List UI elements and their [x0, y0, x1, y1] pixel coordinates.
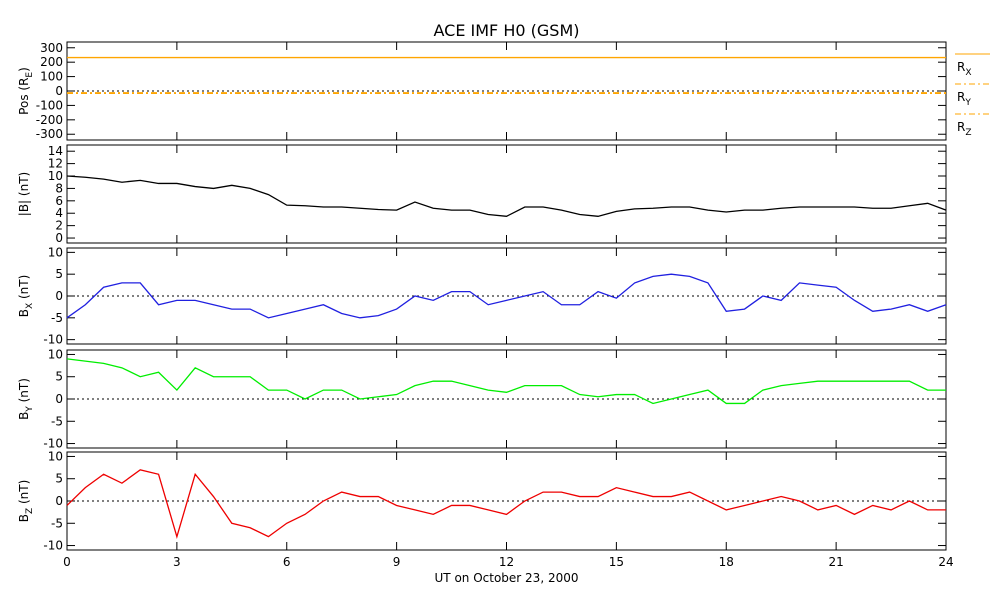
y-tick-label: 0: [55, 84, 63, 98]
label-part: B: [17, 412, 31, 420]
y-tick-label: -5: [51, 311, 63, 325]
x-tick-label: 12: [499, 555, 514, 569]
y-tick-label: 4: [55, 206, 63, 220]
legend-label: RY: [957, 90, 971, 108]
plot-frame: [66, 144, 947, 244]
x-tick-label: 18: [719, 555, 734, 569]
y-axis-label: BX (nT): [17, 275, 35, 318]
subscript: E: [25, 72, 35, 78]
y-tick-label: 8: [55, 181, 63, 195]
y-tick-label: 12: [48, 157, 63, 171]
label-part: (nT): [17, 275, 31, 303]
x-tick-label: 9: [393, 555, 401, 569]
series-line: [66, 175, 947, 217]
y-tick-label: 0: [55, 289, 63, 303]
legend-label: RX: [957, 60, 972, 78]
y-tick-label: -10: [43, 333, 63, 347]
label-part: B: [17, 309, 31, 317]
x-tick-label: 21: [828, 555, 843, 569]
y-tick-label: 100: [40, 70, 63, 84]
y-tick-label: 5: [55, 267, 63, 281]
subscript: Y: [25, 406, 35, 413]
series-line: [66, 358, 946, 405]
subscript: Z: [25, 508, 35, 514]
y-tick-label: -5: [51, 414, 63, 428]
chart-title: ACE IMF H0 (GSM): [434, 21, 580, 40]
y-tick-label: -100: [36, 98, 63, 112]
x-tick-label: 15: [609, 555, 624, 569]
y-tick-label: 300: [40, 41, 63, 55]
y-axis-label: BZ (nT): [17, 480, 35, 523]
subscript: X: [965, 68, 971, 78]
label-part: B: [17, 514, 31, 522]
y-tick-label: -200: [36, 113, 63, 127]
y-axis-label: BY (nT): [17, 378, 35, 420]
y-tick-label: -10: [43, 437, 63, 451]
legend-label: RZ: [957, 120, 972, 138]
y-tick-label: 10: [48, 449, 63, 463]
subscript: Y: [964, 98, 971, 108]
y-tick-label: 200: [40, 55, 63, 69]
y-axis-label: Pos (RE): [17, 67, 35, 115]
y-tick-label: 0: [55, 392, 63, 406]
label-part: R: [957, 90, 965, 104]
panel: 10 5 0 -5 -10 BY (nT): [17, 347, 947, 451]
y-tick-label: 0: [55, 231, 63, 245]
subscript: X: [25, 303, 35, 309]
y-tick-label: -5: [51, 516, 63, 530]
x-tick-label: 3: [173, 555, 181, 569]
x-tick-label: 24: [938, 555, 953, 569]
y-axis-label: |B| (nT): [17, 172, 31, 216]
y-tick-label: 2: [55, 219, 63, 233]
y-tick-label: -300: [36, 127, 63, 141]
y-tick-label: 5: [55, 370, 63, 384]
label-part: |B| (nT): [17, 172, 31, 216]
series-line: [66, 273, 947, 319]
y-tick-label: 10: [48, 245, 63, 259]
y-tick-label: 0: [55, 494, 63, 508]
subscript: Z: [965, 128, 971, 138]
label-part: (nT): [17, 378, 31, 406]
x-axis-label: UT on October 23, 2000: [435, 571, 579, 585]
x-tick-label: 6: [283, 555, 291, 569]
x-tick-label: 0: [63, 555, 71, 569]
y-tick-label: -10: [43, 539, 63, 553]
series-line: [66, 469, 946, 539]
label-part: R: [957, 60, 965, 74]
y-tick-label: 5: [55, 472, 63, 486]
y-tick-label: 6: [55, 194, 63, 208]
label-part: (nT): [17, 480, 31, 508]
y-tick-label: 10: [48, 347, 63, 361]
label-part: Pos (R: [17, 78, 31, 115]
panel: 10 5 0 -5 -10 BX (nT): [17, 245, 947, 347]
panel: ACE IMF H0 (GSM)3002001000-100-200-300Po…: [17, 21, 990, 141]
label-part: ): [17, 67, 31, 72]
y-tick-label: 10: [48, 169, 63, 183]
label-part: R: [957, 120, 965, 134]
y-tick-label: 14: [48, 144, 63, 158]
